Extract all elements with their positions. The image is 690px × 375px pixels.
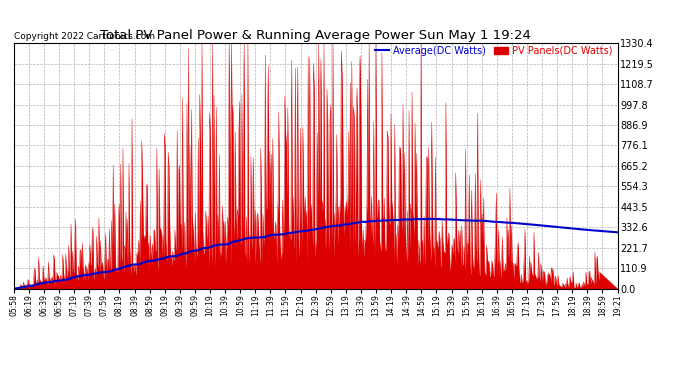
Title: Total PV Panel Power & Running Average Power Sun May 1 19:24: Total PV Panel Power & Running Average P… [100,29,531,42]
Legend: Average(DC Watts), PV Panels(DC Watts): Average(DC Watts), PV Panels(DC Watts) [371,42,617,59]
Text: Copyright 2022 Cartronics.com: Copyright 2022 Cartronics.com [14,32,155,40]
